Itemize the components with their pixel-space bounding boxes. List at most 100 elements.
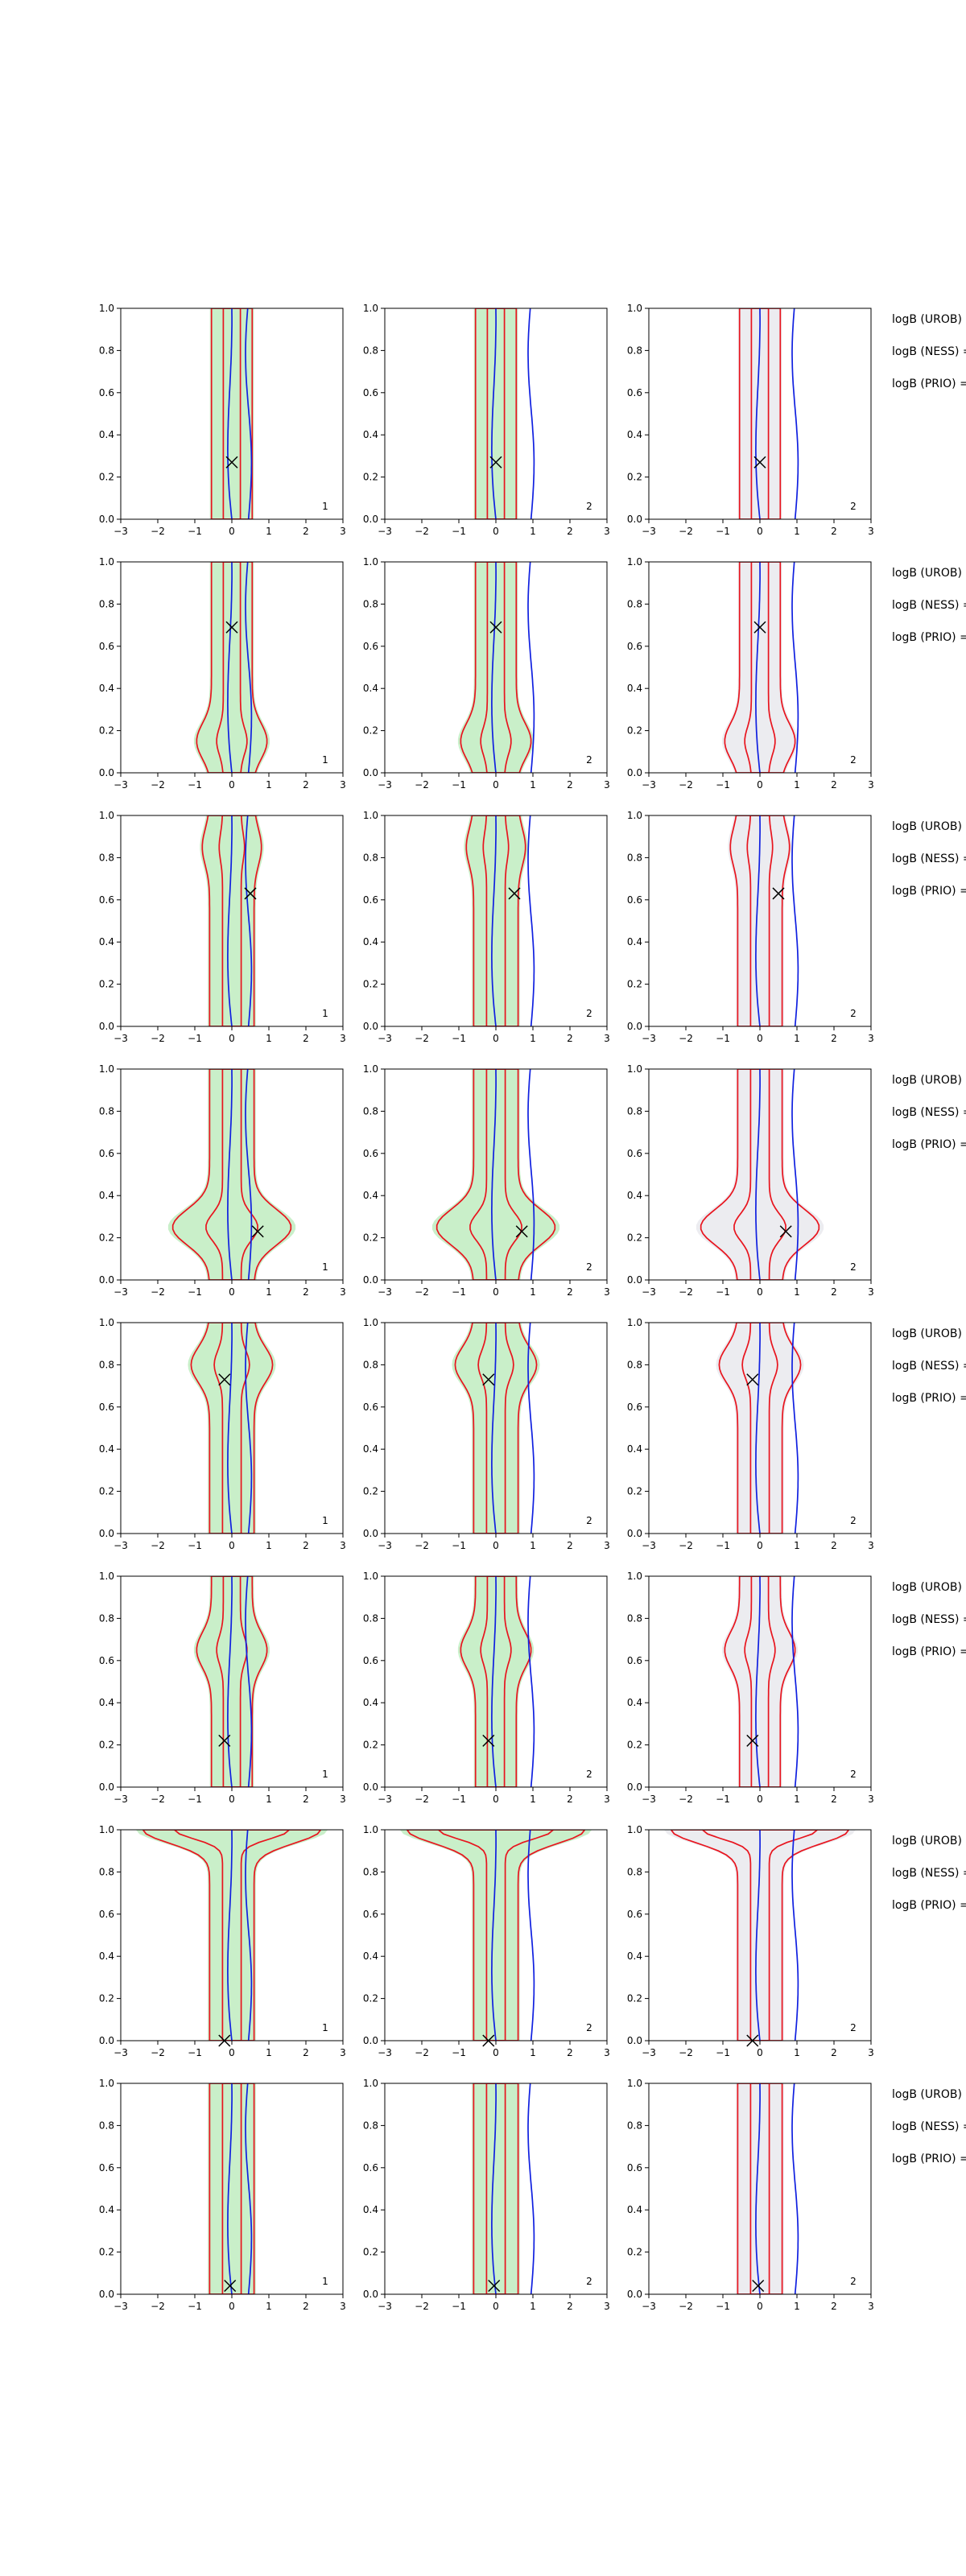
panel-r4-c2: −3 −2 −1 0 1 2 3 0.0 0.2 0.4 0.6 0.8 1.0 2 — [363, 1063, 610, 1298]
red-contour-outer — [171, 1069, 292, 1280]
x-tick-label: 2 — [567, 779, 573, 791]
panel-label: 1 — [322, 1008, 328, 1019]
y-tick-label: 1.0 — [627, 810, 642, 821]
x-tick-label: −1 — [716, 779, 730, 791]
y-tick-label: 0.2 — [99, 1232, 114, 1244]
x-tick-label: 2 — [303, 1033, 309, 1044]
marker-x — [224, 2279, 237, 2293]
blue-contour-center — [491, 1576, 497, 1787]
red-contour-inner — [216, 1576, 248, 1787]
y-tick-label: 0.4 — [363, 1443, 378, 1455]
x-tick-label: −3 — [642, 526, 656, 537]
marker-x — [515, 1225, 528, 1238]
panel-r6-c2: −3 −2 −1 0 1 2 3 0.0 0.2 0.4 0.6 0.8 1.0 2 — [363, 1571, 610, 1805]
x-tick-label: 2 — [831, 2047, 837, 2058]
red-contour-inner — [486, 308, 506, 519]
density-fill — [208, 2083, 256, 2294]
y-tick-label: 0.0 — [363, 1021, 378, 1032]
panel-r2-c1: −3 −2 −1 0 1 2 3 0.0 0.2 0.4 0.6 0.8 1.0 1 — [99, 556, 346, 791]
y-tick-label: 0.2 — [363, 1740, 378, 1751]
marker-x — [489, 456, 502, 469]
y-tick-label: 0.4 — [99, 1190, 114, 1201]
y-tick-label: 0.6 — [99, 1909, 114, 1920]
x-tick-label: 0 — [493, 1540, 499, 1551]
x-tick-label: −2 — [151, 2047, 165, 2058]
x-tick-label: −3 — [378, 1033, 392, 1044]
red-contour-outer — [729, 815, 791, 1026]
panel-label: 1 — [322, 2276, 328, 2287]
blue-contour-edge — [245, 1830, 253, 2041]
x-tick-label: 0 — [493, 1286, 499, 1298]
y-tick-label: 0.2 — [363, 472, 378, 483]
panel-r8-c2: −3 −2 −1 0 1 2 3 0.0 0.2 0.4 0.6 0.8 1.0 2 — [363, 2078, 610, 2312]
side-label-r4-1: logB (UROB) = — [892, 1074, 966, 1087]
density-fill — [737, 308, 782, 519]
panel-r6-c1: −3 −2 −1 0 1 2 3 0.0 0.2 0.4 0.6 0.8 1.0 1 — [99, 1571, 346, 1805]
x-tick-label: −2 — [151, 1794, 165, 1805]
side-label-r7-3: logB (PRIO) = — [892, 1899, 966, 1912]
y-tick-label: 0.6 — [363, 387, 378, 398]
x-tick-label: 0 — [757, 2047, 763, 2058]
side-label-r7-2: logB (NESS) = — [892, 1867, 966, 1880]
x-tick-label: 2 — [831, 779, 837, 791]
y-tick-label: 0.4 — [627, 1697, 642, 1708]
x-tick-label: 1 — [794, 2301, 800, 2312]
x-tick-label: 1 — [266, 1033, 272, 1044]
red-contour-outer — [738, 308, 782, 519]
blue-contour-center — [755, 1069, 761, 1280]
plot-area — [721, 1576, 799, 1787]
red-contour-inner — [744, 562, 776, 773]
x-tick-label: 1 — [266, 2047, 272, 2058]
x-tick-label: 1 — [266, 2301, 272, 2312]
x-tick-label: 2 — [831, 1286, 837, 1298]
y-tick-label: 0.0 — [99, 2035, 114, 2046]
y-tick-label: 0.2 — [363, 2247, 378, 2258]
x-tick-label: 1 — [530, 1033, 536, 1044]
panel-label: 2 — [586, 1769, 592, 1780]
x-tick-label: −1 — [188, 1794, 202, 1805]
y-tick-label: 1.0 — [363, 1063, 378, 1075]
x-tick-label: 3 — [868, 1540, 874, 1551]
side-label-r3-2: logB (NESS) = — [892, 852, 966, 865]
density-fill — [457, 1576, 535, 1787]
x-tick-label: 1 — [266, 1540, 272, 1551]
red-contour-outer — [670, 1830, 850, 2041]
x-tick-label: 2 — [303, 2301, 309, 2312]
y-tick-label: 0.0 — [627, 514, 642, 525]
y-tick-label: 0.6 — [627, 1402, 642, 1413]
red-contour-inner — [482, 815, 510, 1026]
y-tick-label: 0.0 — [627, 1781, 642, 1793]
blue-contour-center — [227, 562, 233, 773]
side-label-r2-3: logB (PRIO) = — [892, 631, 966, 644]
blue-contour-center — [491, 2083, 497, 2294]
x-tick-label: −1 — [188, 2301, 202, 2312]
blue-contour-edge — [527, 1576, 535, 1787]
blue-contour-edge — [791, 562, 799, 773]
x-tick-label: 3 — [604, 2047, 610, 2058]
side-label-r5-3: logB (PRIO) = — [892, 1392, 966, 1405]
y-tick-label: 0.2 — [99, 725, 114, 737]
panel-label: 1 — [322, 1769, 328, 1780]
y-tick-label: 0.8 — [99, 852, 114, 863]
red-contour-outer — [460, 562, 532, 773]
y-tick-label: 1.0 — [99, 810, 114, 821]
plot-area — [472, 2083, 535, 2294]
side-label-r6-3: logB (PRIO) = — [892, 1645, 966, 1658]
blue-contour-center — [491, 308, 497, 519]
plot-area — [736, 2083, 799, 2294]
y-tick-label: 0.8 — [363, 345, 378, 356]
density-fill — [473, 308, 518, 519]
x-tick-label: −2 — [151, 1286, 165, 1298]
x-tick-label: 2 — [567, 1033, 573, 1044]
density-fill — [431, 1069, 560, 1280]
marker-x — [218, 1373, 231, 1386]
x-tick-label: 3 — [868, 526, 874, 537]
side-label-r8-1: logB (UROB) = — [892, 2088, 966, 2101]
y-tick-label: 0.2 — [627, 1993, 642, 2004]
y-tick-label: 0.2 — [363, 725, 378, 737]
red-contour-inner — [749, 2083, 770, 2294]
panel-r7-c2: −3 −2 −1 0 1 2 3 0.0 0.2 0.4 0.6 0.8 1.0 2 — [363, 1824, 610, 2058]
x-tick-label: 0 — [757, 1033, 763, 1044]
y-tick-label: 0.8 — [99, 1105, 114, 1117]
x-tick-label: −2 — [151, 1540, 165, 1551]
